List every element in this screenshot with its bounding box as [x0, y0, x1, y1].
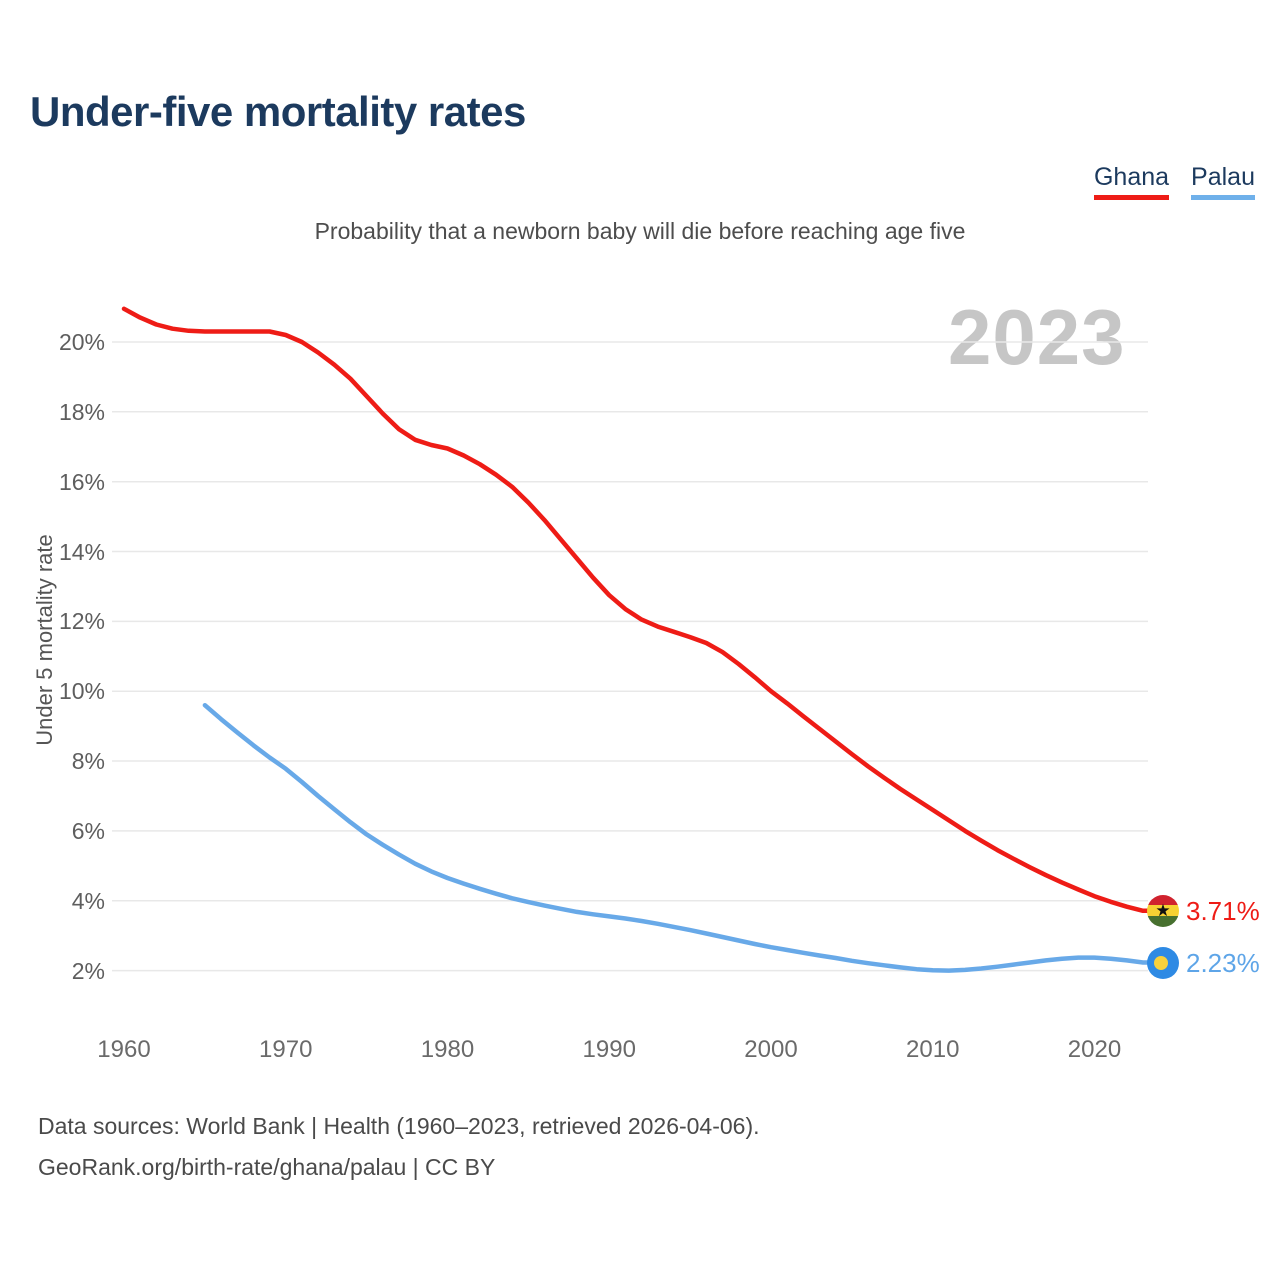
ghana-flag-green-stripe	[1147, 915, 1179, 927]
data-source-line: Data sources: World Bank | Health (1960–…	[38, 1113, 760, 1139]
x-tick-label: 1970	[259, 1036, 313, 1063]
x-tick-label: 2000	[744, 1036, 798, 1063]
x-tick-label: 1960	[97, 1036, 151, 1063]
y-tick-label: 20%	[58, 329, 105, 355]
legend-item-ghana[interactable]: Ghana	[1093, 163, 1170, 200]
y-tick-label: 10%	[58, 678, 105, 705]
chart-subtitle: Probability that a newborn baby will die…	[314, 218, 966, 244]
palau-flag-sun	[1154, 955, 1168, 970]
y-tick-label: 18%	[58, 398, 105, 425]
legend-item-palau[interactable]: Palau	[1191, 163, 1255, 200]
x-tick-label: 1980	[420, 1036, 475, 1063]
y-tick-label: 4%	[71, 887, 105, 914]
palau-flag-icon	[1147, 946, 1179, 979]
ghana-flag-icon: ★	[1147, 894, 1179, 927]
x-tick-label: 2010	[906, 1036, 960, 1063]
legend: Ghana Palau	[1093, 163, 1255, 200]
chart-footer: Data sources: World Bank | Health (1960–…	[38, 1106, 760, 1188]
palau-end-value: 2.23%	[1186, 947, 1260, 978]
page-title: Under-five mortality rates	[30, 88, 526, 135]
x-tick-label: 2020	[1067, 1036, 1122, 1063]
ghana-end-value: 3.71%	[1186, 895, 1260, 926]
ghana-flag-star: ★	[1155, 900, 1171, 920]
y-tick-label: 2%	[71, 957, 105, 984]
y-tick-label: 8%	[71, 748, 105, 775]
ghana-flag-red-stripe	[1147, 894, 1179, 905]
attribution-line: GeoRank.org/birth-rate/ghana/palau | CC …	[38, 1154, 496, 1180]
y-tick-label: 14%	[58, 538, 105, 565]
y-tick-label: 12%	[58, 608, 105, 635]
x-tick-label: 1990	[582, 1036, 636, 1063]
ghana-flag-gold-stripe	[1147, 904, 1179, 916]
year-watermark: 2023	[948, 293, 1126, 381]
y-tick-label: 6%	[71, 817, 105, 844]
y-tick-label: 16%	[58, 468, 105, 495]
